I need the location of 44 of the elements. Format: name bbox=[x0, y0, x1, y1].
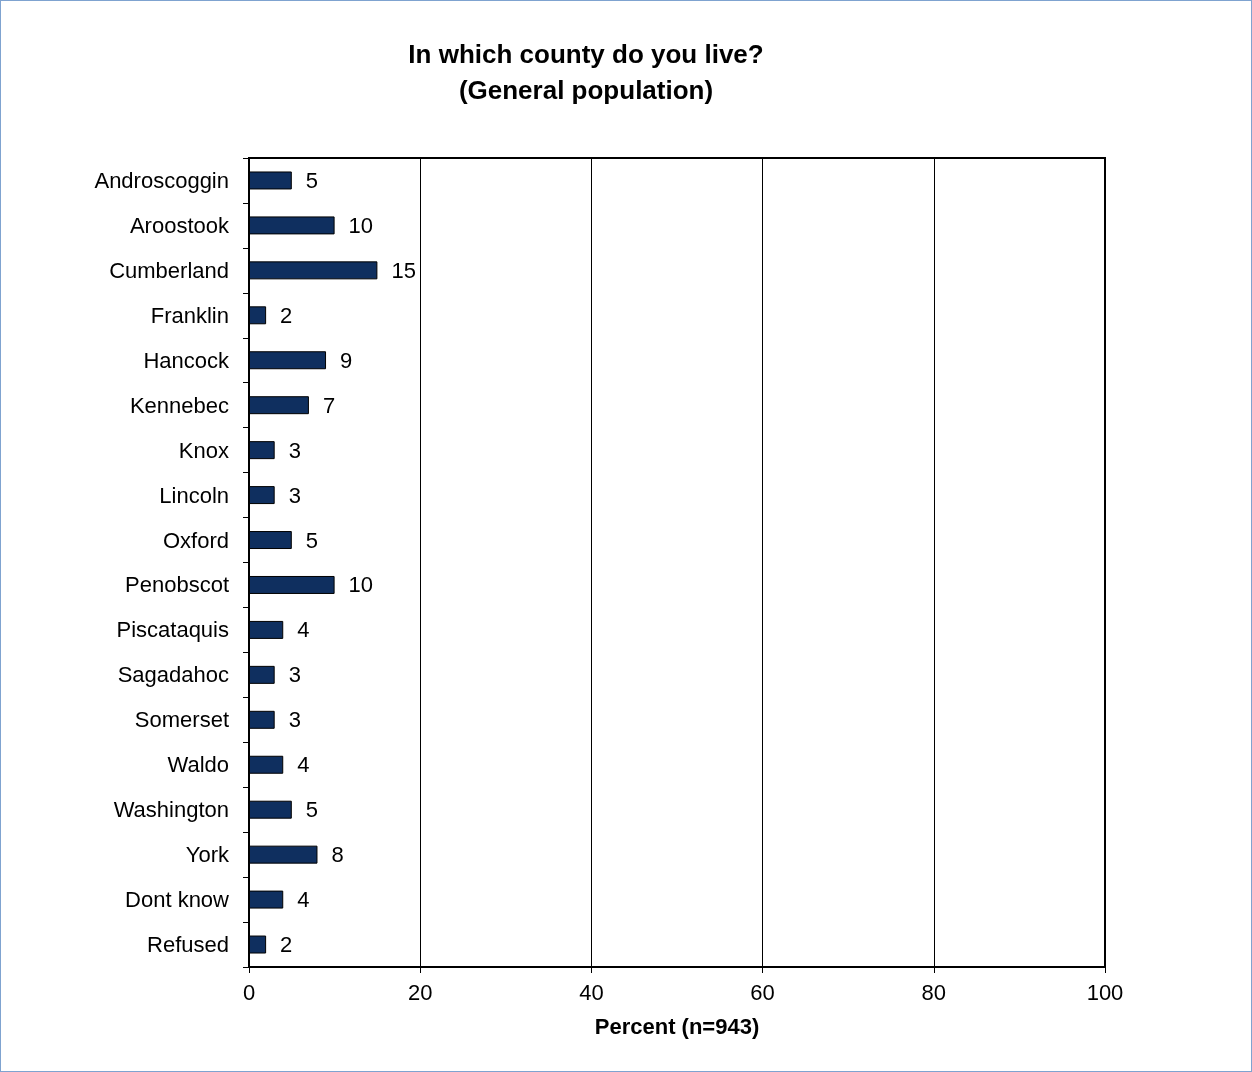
data-label: 4 bbox=[297, 887, 310, 913]
y-tick-label: Dont know bbox=[125, 887, 230, 913]
y-tick-label: York bbox=[185, 842, 230, 868]
data-label: 4 bbox=[297, 617, 310, 643]
data-label: 15 bbox=[391, 257, 416, 283]
data-label: 3 bbox=[288, 707, 301, 733]
y-tick-label: Cumberland bbox=[109, 257, 229, 283]
x-tick-label: 100 bbox=[1086, 979, 1124, 1005]
data-label: 5 bbox=[305, 797, 319, 823]
y-tick-label: Piscataquis bbox=[116, 617, 229, 643]
x-tick-label: 60 bbox=[750, 979, 775, 1005]
y-tick-label: Somerset bbox=[134, 707, 229, 733]
data-label: 8 bbox=[331, 842, 344, 868]
y-tick-label: Aroostook bbox=[129, 212, 230, 238]
y-tick-label: Refused bbox=[147, 932, 229, 958]
y-tick-label: Washington bbox=[113, 797, 229, 823]
data-label: 5 bbox=[305, 167, 319, 193]
y-tick-label: Lincoln bbox=[159, 482, 229, 508]
data-label: 10 bbox=[348, 572, 374, 598]
y-tick-label: Sagadahoc bbox=[117, 662, 229, 688]
data-label: 9 bbox=[340, 347, 353, 373]
y-tick-label: Waldo bbox=[167, 752, 229, 778]
chart-title: In which county do you live? (General population) bbox=[408, 39, 764, 105]
data-label: 3 bbox=[288, 437, 301, 463]
y-tick-label: Penobscot bbox=[125, 572, 229, 598]
x-tick-label: 40 bbox=[579, 979, 604, 1005]
data-label: 2 bbox=[280, 932, 293, 958]
x-tick-label: 20 bbox=[407, 979, 433, 1005]
data-label: 10 bbox=[348, 212, 374, 238]
y-tick-label: Androscoggin bbox=[94, 167, 229, 193]
data-label: 5 bbox=[305, 527, 319, 553]
y-tick-label: Hancock bbox=[143, 347, 230, 373]
data-label: 3 bbox=[288, 662, 301, 688]
y-tick-label: Oxford bbox=[162, 527, 229, 553]
y-tick-label: Knox bbox=[178, 437, 229, 463]
data-label: 4 bbox=[297, 752, 310, 778]
data-label: 2 bbox=[280, 302, 293, 328]
data-label: 3 bbox=[288, 482, 301, 508]
x-axis-title: Percent (n=943) bbox=[594, 1013, 760, 1039]
x-tick-label: 0 bbox=[242, 979, 256, 1005]
y-tick-label: Kennebec bbox=[129, 392, 229, 418]
data-label: 7 bbox=[322, 392, 336, 418]
x-tick-label: 80 bbox=[921, 979, 947, 1005]
y-tick-label: Franklin bbox=[150, 302, 229, 328]
